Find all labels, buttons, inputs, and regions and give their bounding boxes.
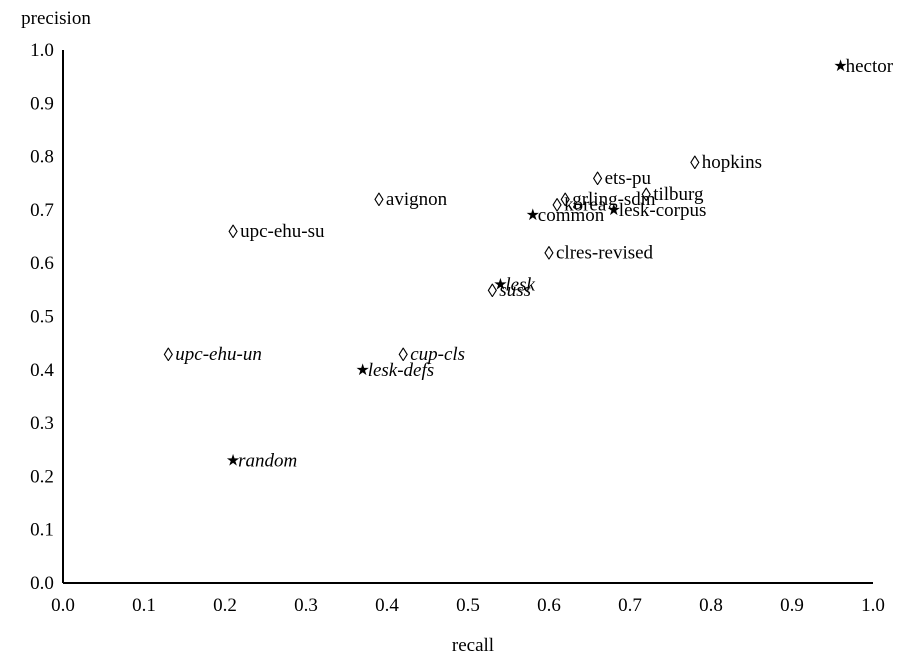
x-tick-label: 0.8 xyxy=(699,595,723,616)
point-label: hopkins xyxy=(702,152,762,173)
y-tick-label: 0.1 xyxy=(30,520,54,541)
y-tick-labels: 0.0 0.1 0.2 0.3 0.4 0.5 0.6 0.7 0.8 0.9 1.0 xyxy=(30,40,54,594)
point-label: random xyxy=(238,450,297,471)
point-label: cup-cls xyxy=(410,344,465,365)
y-axis-title: precision xyxy=(21,8,91,29)
x-tick-label: 0.4 xyxy=(375,595,399,616)
data-point: ◊ tilburg xyxy=(642,184,705,206)
point-label: lesk-corpus xyxy=(619,200,707,221)
point-label: grling-sdm xyxy=(572,189,656,210)
x-tick-label: 0.3 xyxy=(294,595,318,616)
point-label: avignon xyxy=(386,189,448,210)
y-tick-label: 0.3 xyxy=(30,413,54,434)
star-marker: ★ xyxy=(493,277,507,294)
y-tick-label: 0.9 xyxy=(30,93,54,114)
diamond-marker: ◊ xyxy=(228,222,238,243)
y-tick-label: 0.4 xyxy=(30,360,54,381)
y-tick-label: 1.0 xyxy=(30,40,54,61)
data-point: ★lesk-defs xyxy=(356,360,435,381)
data-point: ★lesk xyxy=(493,275,535,296)
star-marker: ★ xyxy=(226,452,240,469)
x-tick-label: 0.7 xyxy=(618,595,642,616)
x-axis-title: recall xyxy=(452,635,494,655)
x-tick-label: 0.0 xyxy=(51,595,75,616)
diamond-marker: ◊ xyxy=(552,196,562,217)
point-label: hector xyxy=(846,56,894,77)
point-label: suss xyxy=(499,280,531,301)
y-tick-label: 0.6 xyxy=(30,253,54,274)
star-marker: ★ xyxy=(607,202,621,219)
diamond-marker: ◊ xyxy=(164,345,174,366)
data-point: ◊ avignon xyxy=(374,189,447,211)
diamond-marker: ◊ xyxy=(593,169,603,190)
data-points: ★hector◊ hopkins◊ ets-pu◊ tilburg◊ grling-sd… xyxy=(164,56,894,471)
data-point: ★hector xyxy=(833,56,893,77)
data-point: ◊ suss xyxy=(488,280,531,302)
point-label: korea xyxy=(564,195,607,216)
diamond-marker: ◊ xyxy=(374,190,384,211)
data-point: ★common xyxy=(526,205,605,226)
x-tick-label: 0.9 xyxy=(780,595,804,616)
star-marker: ★ xyxy=(356,362,370,379)
y-tick-label: 0.2 xyxy=(30,466,54,487)
data-point: ◊ ets-pu xyxy=(593,168,652,190)
diamond-marker: ◊ xyxy=(690,153,700,174)
data-point: ★lesk-corpus xyxy=(607,200,707,221)
x-tick-label: 1.0 xyxy=(861,595,885,616)
star-marker: ★ xyxy=(833,58,847,75)
data-point: ◊ upc-ehu-su xyxy=(228,221,325,243)
point-label: lesk xyxy=(505,275,535,296)
x-tick-label: 0.1 xyxy=(132,595,156,616)
point-label: common xyxy=(538,205,605,226)
x-tick-label: 0.2 xyxy=(213,595,237,616)
y-tick-label: 0.5 xyxy=(30,307,54,328)
data-point: ◊ korea xyxy=(552,195,606,217)
point-label: lesk-defs xyxy=(368,360,434,381)
x-tick-labels: 0.0 0.1 0.2 0.3 0.4 0.5 0.6 0.7 0.8 0.9 1.0 xyxy=(51,595,885,616)
axes xyxy=(62,50,873,584)
data-point: ◊ upc-ehu-un xyxy=(164,344,262,366)
data-point: ★random xyxy=(226,450,297,471)
x-tick-label: 0.5 xyxy=(456,595,480,616)
point-label: tilburg xyxy=(653,184,704,205)
data-point: ◊ clres-revised xyxy=(544,243,653,265)
y-tick-label: 0.7 xyxy=(30,200,54,221)
data-point: ◊ hopkins xyxy=(690,152,762,174)
point-label: ets-pu xyxy=(605,168,652,189)
star-marker: ★ xyxy=(526,207,540,224)
diamond-marker: ◊ xyxy=(399,345,409,366)
data-point: ◊ grling-sdm xyxy=(561,189,656,211)
point-label: clres-revised xyxy=(556,243,654,264)
x-tick-label: 0.6 xyxy=(537,595,561,616)
data-point: ◊ cup-cls xyxy=(399,344,466,366)
diamond-marker: ◊ xyxy=(642,185,652,206)
diamond-marker: ◊ xyxy=(561,190,571,211)
y-tick-label: 0.0 xyxy=(30,573,54,594)
diamond-marker: ◊ xyxy=(488,281,498,302)
point-label: upc-ehu-su xyxy=(240,221,325,242)
y-tick-label: 0.8 xyxy=(30,147,54,168)
diamond-marker: ◊ xyxy=(544,244,554,265)
point-label: upc-ehu-un xyxy=(175,344,262,365)
